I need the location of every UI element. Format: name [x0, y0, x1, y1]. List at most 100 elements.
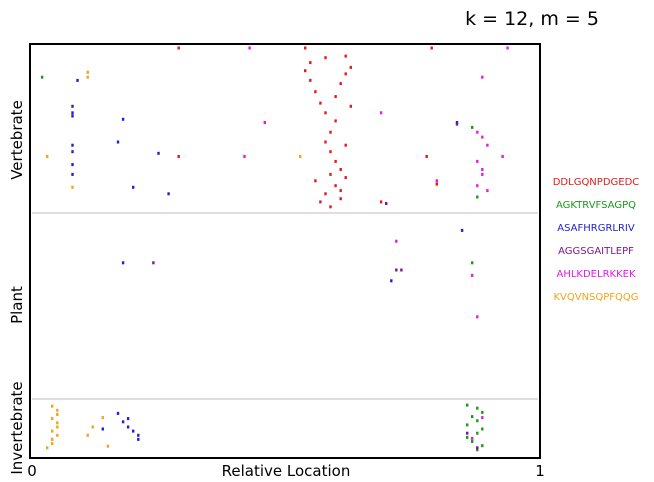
point-ahlkdelrkkek-1 — [506, 46, 509, 50]
point-ddlgqnpdgedc-22 — [319, 200, 322, 204]
point-asafhrgrlriv-16 — [460, 228, 464, 232]
point-ddlgqnpdgedc-16 — [329, 150, 332, 154]
point-ahlkdelrkkek-2 — [263, 121, 266, 124]
point-asafhrgrlriv-2 — [71, 114, 74, 118]
legend-entry-6: KVQVNSQPFQQG — [553, 292, 638, 303]
point-asafhrgrlriv-17 — [116, 411, 120, 415]
point-kvqvnsqpfqqg-15 — [46, 446, 49, 450]
point-ddlgqnpdgedc-5 — [309, 78, 312, 82]
chart-title: k = 12, m = 5 — [465, 8, 599, 30]
point-ddlgqnpdgedc-4 — [304, 69, 307, 73]
point-ddlgqnpdgedc-14 — [329, 130, 332, 134]
point-kvqvnsqpfqqg-16 — [91, 425, 94, 429]
point-kvqvnsqpfqqg-7 — [56, 413, 59, 416]
point-ddlgqnpdgedc-20 — [334, 184, 337, 188]
point-ddlgqnpdgedc-31 — [425, 155, 428, 158]
point-ddlgqnpdgedc-1 — [304, 46, 307, 50]
group-labels: Vertebrate Plant Invertebrate — [8, 100, 26, 474]
point-ahlkdelrkkek-19 — [471, 436, 474, 440]
point-asafhrgrlriv-0 — [71, 104, 74, 108]
point-ddlgqnpdgedc-28 — [324, 56, 327, 60]
point-asafhrgrlriv-7 — [76, 78, 79, 82]
point-asafhrgrlriv-9 — [116, 140, 120, 144]
point-ddlgqnpdgedc-35 — [329, 172, 332, 176]
group-label-vertebrate: Vertebrate — [8, 100, 26, 180]
point-ahlkdelrkkek-7 — [476, 130, 479, 134]
point-kvqvnsqpfqqg-12 — [56, 433, 59, 437]
point-asafhrgrlriv-19 — [126, 425, 130, 429]
point-ddlgqnpdgedc-6 — [314, 90, 317, 94]
legend-entry-4: AGGSGAITLEPF — [558, 246, 634, 257]
point-agktrvfsagpq-4 — [466, 403, 469, 407]
point-asafhrgrlriv-12 — [167, 192, 170, 196]
point-ddlgqnpdgedc-27 — [349, 104, 352, 108]
point-ddlgqnpdgedc-26 — [344, 143, 347, 147]
point-ddlgqnpdgedc-23 — [329, 205, 332, 209]
point-kvqvnsqpfqqg-17 — [86, 433, 89, 437]
point-ahlkdelrkkek-11 — [481, 172, 484, 176]
point-asafhrgrlriv-5 — [71, 163, 74, 167]
point-kvqvnsqpfqqg-18 — [101, 416, 104, 420]
point-ddlgqnpdgedc-7 — [319, 101, 322, 105]
point-aggsgaitlepf-1 — [455, 122, 459, 126]
point-agktrvfsagpq-11 — [476, 431, 479, 435]
point-ahlkdelrkkek-12 — [476, 184, 479, 188]
point-kvqvnsqpfqqg-10 — [56, 425, 59, 429]
point-kvqvnsqpfqqg-14 — [51, 442, 54, 446]
point-ahlkdelrkkek-5 — [435, 179, 438, 183]
point-ddlgqnpdgedc-17 — [334, 159, 337, 163]
point-ahlkdelrkkek-8 — [481, 135, 484, 139]
point-aggsgaitlepf-6 — [476, 446, 479, 450]
point-ddlgqnpdgedc-32 — [435, 182, 438, 186]
point-kvqvnsqpfqqg-6 — [56, 408, 59, 412]
point-agktrvfsagpq-3 — [471, 261, 474, 265]
legend: DDLGQNPDGEDC AGKTRVFSAGPQ ASAFHRGRLRIV AGGS… — [553, 177, 640, 303]
point-agktrvfsagpq-7 — [471, 415, 474, 419]
point-ddlgqnpdgedc-25 — [314, 179, 317, 183]
point-asafhrgrlriv-13 — [455, 121, 459, 124]
legend-entry-5: AHLKDELRKKEK — [556, 269, 635, 280]
point-agktrvfsagpq-13 — [471, 440, 474, 443]
point-asafhrgrlriv-11 — [132, 185, 135, 189]
point-ddlgqnpdgedc-29 — [344, 54, 347, 58]
point-asafhrgrlriv-6 — [71, 172, 74, 176]
point-asafhrgrlriv-8 — [121, 117, 125, 121]
point-ddlgqnpdgedc-30 — [177, 155, 180, 158]
point-asafhrgrlriv-4 — [71, 150, 74, 154]
point-ddlgqnpdgedc-2 — [430, 46, 433, 50]
point-ddlgqnpdgedc-3 — [309, 61, 312, 65]
point-ahlkdelrkkek-15 — [481, 75, 484, 79]
point-kvqvnsqpfqqg-5 — [51, 404, 54, 408]
point-agktrvfsagpq-6 — [481, 410, 484, 414]
point-kvqvnsqpfqqg-19 — [106, 444, 110, 448]
point-ddlgqnpdgedc-21 — [324, 192, 327, 196]
point-asafhrgrlriv-24 — [101, 427, 104, 431]
point-agktrvfsagpq-9 — [466, 423, 469, 427]
point-ddlgqnpdgedc-12 — [349, 65, 352, 69]
point-agktrvfsagpq-12 — [466, 435, 469, 439]
point-ddlgqnpdgedc-13 — [334, 119, 337, 123]
point-kvqvnsqpfqqg-0 — [86, 70, 89, 74]
point-ddlgqnpdgedc-11 — [344, 72, 347, 76]
point-aggsgaitlepf-3 — [395, 268, 398, 272]
point-aggsgaitlepf-2 — [152, 261, 155, 265]
legend-entry-1: DDLGQNPDGEDC — [553, 177, 640, 188]
point-ddlgqnpdgedc-0 — [177, 46, 180, 50]
point-asafhrgrlriv-3 — [71, 143, 74, 147]
point-ddlgqnpdgedc-18 — [339, 168, 342, 171]
point-ahlkdelrkkek-4 — [243, 155, 246, 158]
point-agktrvfsagpq-14 — [481, 444, 484, 448]
point-ahlkdelrkkek-13 — [486, 189, 489, 193]
point-agktrvfsagpq-1 — [471, 125, 474, 129]
point-kvqvnsqpfqqg-3 — [71, 185, 74, 189]
point-agktrvfsagpq-5 — [476, 406, 479, 410]
point-agktrvfsagpq-8 — [476, 419, 479, 423]
point-kvqvnsqpfqqg-11 — [51, 429, 54, 433]
point-ahlkdelrkkek-20 — [481, 416, 484, 420]
point-ddlgqnpdgedc-33 — [379, 200, 383, 204]
point-asafhrgrlriv-14 — [121, 261, 125, 265]
point-aggsgaitlepf-5 — [466, 431, 469, 435]
point-asafhrgrlriv-20 — [132, 429, 135, 433]
point-ahlkdelrkkek-16 — [395, 239, 398, 243]
point-kvqvnsqpfqqg-8 — [51, 417, 54, 421]
